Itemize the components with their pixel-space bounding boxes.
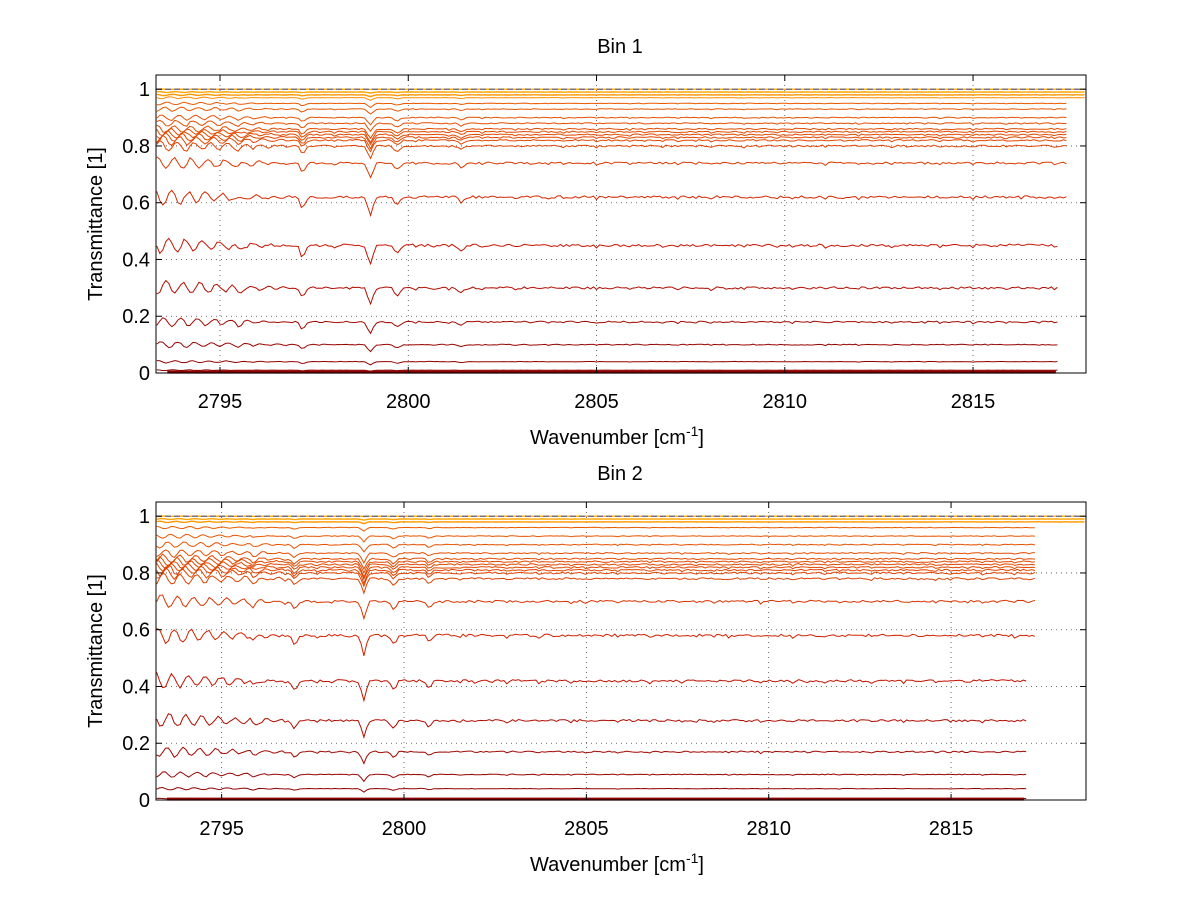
y-tick-label: 0.8	[122, 563, 150, 585]
x-tick-label: 2815	[929, 818, 974, 840]
series-line	[156, 594, 1036, 621]
series-line	[156, 317, 1058, 335]
x-tick-label: 2805	[574, 391, 619, 413]
series-line	[156, 139, 1067, 160]
series-line	[156, 134, 1067, 153]
x-axis-label: Wavenumber [cm-1]	[530, 850, 704, 876]
x-axis-label-superscript: -1	[686, 850, 699, 866]
series-line	[156, 562, 1035, 581]
chart-panel-bin-1: Bin 1 2795 2800 2805 2810 2815 0 0.2 0.4 0.6 0.8 1…	[85, 36, 1087, 449]
y-tick-label: 0.6	[122, 193, 150, 215]
series-line	[156, 360, 1058, 366]
series-line	[156, 279, 1058, 306]
series-line	[156, 771, 1027, 783]
series-line	[156, 541, 1036, 553]
series-line	[156, 672, 1027, 703]
chart-title: Bin 1	[597, 36, 643, 58]
axes-box	[155, 74, 1087, 374]
x-axis-label-superscript: -1	[686, 423, 699, 439]
series-line	[156, 119, 1067, 132]
y-axis-label: Transmittance [1]	[85, 574, 107, 728]
chart-panel-bin-2: Bin 2 2795 2800 2805 2810 2815 0 0.2 0.4 0.6 0.8 1…	[85, 463, 1087, 876]
series-group	[156, 515, 1086, 801]
series-line	[156, 156, 1067, 179]
y-tick-label: 0.6	[122, 620, 150, 642]
y-tick-label: 0.2	[122, 733, 150, 755]
x-axis-label-main: Wavenumber [cm	[530, 854, 686, 876]
x-tick-label: 2795	[198, 391, 243, 413]
series-line	[156, 517, 1085, 521]
series-line	[156, 124, 1067, 140]
y-tick-label: 0	[139, 790, 150, 812]
series-line	[156, 533, 1035, 543]
x-axis-label: Wavenumber [cm-1]	[530, 423, 704, 449]
x-tick-label: 2805	[564, 818, 609, 840]
y-tick-label: 0.8	[122, 136, 150, 158]
y-axis-label: Transmittance [1]	[85, 147, 107, 301]
series-line	[156, 96, 1085, 101]
series-line	[156, 114, 1067, 126]
y-tick-label: 0.4	[122, 676, 150, 698]
series-line	[156, 525, 1035, 532]
series-line	[156, 369, 1058, 372]
y-tick-label: 0	[139, 363, 150, 385]
series-line	[156, 746, 1027, 765]
series-line	[156, 237, 1058, 266]
x-tick-label: 2810	[746, 818, 791, 840]
series-line	[156, 549, 1035, 565]
x-tick-label: 2810	[763, 391, 808, 413]
series-line	[156, 101, 1067, 109]
y-tick-label: 1	[139, 79, 150, 101]
series-line	[156, 564, 1036, 585]
x-axis-label-suffix: ]	[698, 427, 704, 449]
y-tick-label: 0.4	[122, 249, 150, 271]
chart-title: Bin 2	[597, 463, 643, 485]
x-tick-label: 2800	[382, 818, 427, 840]
series-line	[156, 341, 1058, 353]
series-line	[156, 130, 1067, 146]
series-line	[156, 106, 1067, 115]
series-line	[156, 566, 1036, 588]
x-axis-label-suffix: ]	[698, 854, 704, 876]
y-tick-label: 0.2	[122, 306, 150, 328]
x-tick-label: 2815	[951, 391, 996, 413]
x-tick-label: 2800	[386, 391, 431, 413]
series-line	[156, 555, 1035, 574]
series-line	[156, 559, 1036, 579]
series-line	[156, 520, 1085, 525]
x-tick-label: 2795	[199, 818, 244, 840]
series-line	[156, 189, 1067, 218]
series-line	[156, 132, 1067, 150]
series-line	[156, 571, 1036, 595]
series-line	[156, 93, 1085, 98]
series-line	[156, 90, 1085, 94]
series-line	[156, 128, 1067, 144]
series-line	[156, 713, 1027, 740]
y-tick-label: 1	[139, 506, 150, 528]
series-line	[156, 786, 1027, 793]
series-line	[156, 553, 1035, 571]
x-axis-label-main: Wavenumber [cm	[530, 427, 686, 449]
series-line	[156, 628, 1036, 657]
series-group	[156, 88, 1086, 374]
axes-box	[155, 501, 1087, 801]
